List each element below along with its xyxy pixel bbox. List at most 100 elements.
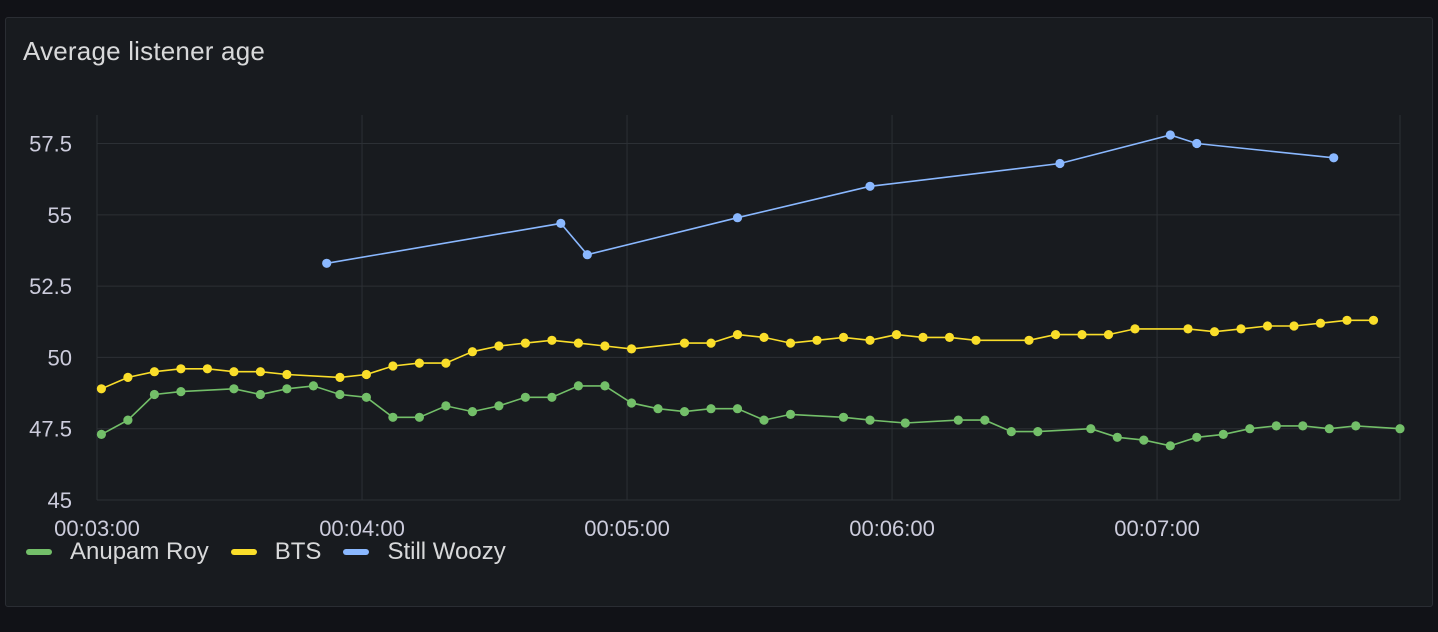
- data-point-anupam-roy: [494, 401, 503, 410]
- data-point-bts: [839, 333, 848, 342]
- data-point-anupam-roy: [1325, 424, 1334, 433]
- data-point-bts: [574, 339, 583, 348]
- legend-item-anupam-roy[interactable]: Anupam Roy: [26, 538, 209, 566]
- data-point-anupam-roy: [954, 416, 963, 425]
- data-point-anupam-roy: [150, 390, 159, 399]
- data-point-bts: [706, 339, 715, 348]
- data-point-bts: [1236, 324, 1245, 333]
- data-point-anupam-roy: [415, 413, 424, 422]
- data-point-bts: [150, 367, 159, 376]
- series-line-anupam-roy: [101, 386, 1400, 446]
- data-point-still-woozy: [556, 219, 565, 228]
- data-point-bts: [680, 339, 689, 348]
- legend: Anupam Roy BTS Still Woozy: [26, 538, 528, 566]
- data-point-bts: [733, 330, 742, 339]
- legend-swatch: [231, 549, 257, 555]
- x-tick-label: 00:05:00: [584, 516, 670, 541]
- data-point-bts: [1024, 336, 1033, 345]
- data-point-anupam-roy: [1192, 433, 1201, 442]
- data-point-anupam-roy: [335, 390, 344, 399]
- data-point-still-woozy: [1166, 130, 1175, 139]
- data-point-anupam-roy: [1272, 421, 1281, 430]
- x-tick-label: 00:07:00: [1114, 516, 1200, 541]
- data-point-anupam-roy: [362, 393, 371, 402]
- data-point-anupam-roy: [627, 398, 636, 407]
- data-point-bts: [388, 361, 397, 370]
- data-point-bts: [1289, 321, 1298, 330]
- data-point-anupam-roy: [176, 387, 185, 396]
- legend-label: BTS: [275, 538, 322, 566]
- data-point-bts: [256, 367, 265, 376]
- data-point-anupam-roy: [680, 407, 689, 416]
- data-point-still-woozy: [865, 182, 874, 191]
- data-point-still-woozy: [322, 259, 331, 268]
- data-point-anupam-roy: [229, 384, 238, 393]
- data-point-still-woozy: [733, 213, 742, 222]
- data-point-bts: [468, 347, 477, 356]
- data-point-anupam-roy: [256, 390, 265, 399]
- data-point-bts: [521, 339, 530, 348]
- data-point-anupam-roy: [759, 416, 768, 425]
- data-point-bts: [945, 333, 954, 342]
- data-point-anupam-roy: [1166, 441, 1175, 450]
- data-point-bts: [335, 373, 344, 382]
- data-point-anupam-roy: [468, 407, 477, 416]
- data-point-bts: [97, 384, 106, 393]
- data-point-anupam-roy: [1086, 424, 1095, 433]
- y-tick-label: 52.5: [29, 274, 72, 299]
- data-point-anupam-roy: [653, 404, 662, 413]
- legend-item-bts[interactable]: BTS: [231, 538, 322, 566]
- data-point-bts: [1077, 330, 1086, 339]
- data-point-anupam-roy: [706, 404, 715, 413]
- data-point-anupam-roy: [1395, 424, 1404, 433]
- data-point-bts: [892, 330, 901, 339]
- data-point-bts: [123, 373, 132, 382]
- data-point-anupam-roy: [123, 416, 132, 425]
- data-point-still-woozy: [1192, 139, 1201, 148]
- legend-label: Still Woozy: [387, 538, 505, 566]
- data-point-bts: [971, 336, 980, 345]
- data-point-anupam-roy: [1113, 433, 1122, 442]
- data-point-bts: [229, 367, 238, 376]
- data-point-anupam-roy: [901, 418, 910, 427]
- data-point-anupam-roy: [1139, 436, 1148, 445]
- series-line-still-woozy: [327, 135, 1334, 263]
- data-point-bts: [362, 370, 371, 379]
- y-tick-label: 57.5: [29, 132, 72, 157]
- data-point-anupam-roy: [1298, 421, 1307, 430]
- data-point-bts: [759, 333, 768, 342]
- legend-item-still-woozy[interactable]: Still Woozy: [343, 538, 505, 566]
- data-point-anupam-roy: [600, 381, 609, 390]
- data-point-bts: [1210, 327, 1219, 336]
- data-point-anupam-roy: [839, 413, 848, 422]
- data-point-still-woozy: [583, 250, 592, 259]
- data-point-bts: [918, 333, 927, 342]
- data-point-anupam-roy: [521, 393, 530, 402]
- data-point-bts: [1369, 316, 1378, 325]
- data-point-bts: [415, 359, 424, 368]
- data-point-bts: [547, 336, 556, 345]
- data-point-anupam-roy: [441, 401, 450, 410]
- data-point-anupam-roy: [786, 410, 795, 419]
- data-point-bts: [865, 336, 874, 345]
- y-tick-label: 50: [48, 345, 72, 370]
- data-point-bts: [441, 359, 450, 368]
- data-point-still-woozy: [1055, 159, 1064, 168]
- x-tick-label: 00:06:00: [849, 516, 935, 541]
- legend-label: Anupam Roy: [70, 538, 209, 566]
- legend-swatch: [26, 549, 52, 555]
- legend-swatch: [343, 549, 369, 555]
- data-point-anupam-roy: [574, 381, 583, 390]
- y-tick-label: 47.5: [29, 417, 72, 442]
- data-point-bts: [1316, 319, 1325, 328]
- data-point-anupam-roy: [97, 430, 106, 439]
- data-point-anupam-roy: [733, 404, 742, 413]
- y-tick-label: 55: [48, 203, 72, 228]
- data-point-bts: [203, 364, 212, 373]
- data-point-bts: [1342, 316, 1351, 325]
- data-point-anupam-roy: [1033, 427, 1042, 436]
- data-point-bts: [812, 336, 821, 345]
- data-point-bts: [282, 370, 291, 379]
- data-point-bts: [600, 341, 609, 350]
- data-point-anupam-roy: [547, 393, 556, 402]
